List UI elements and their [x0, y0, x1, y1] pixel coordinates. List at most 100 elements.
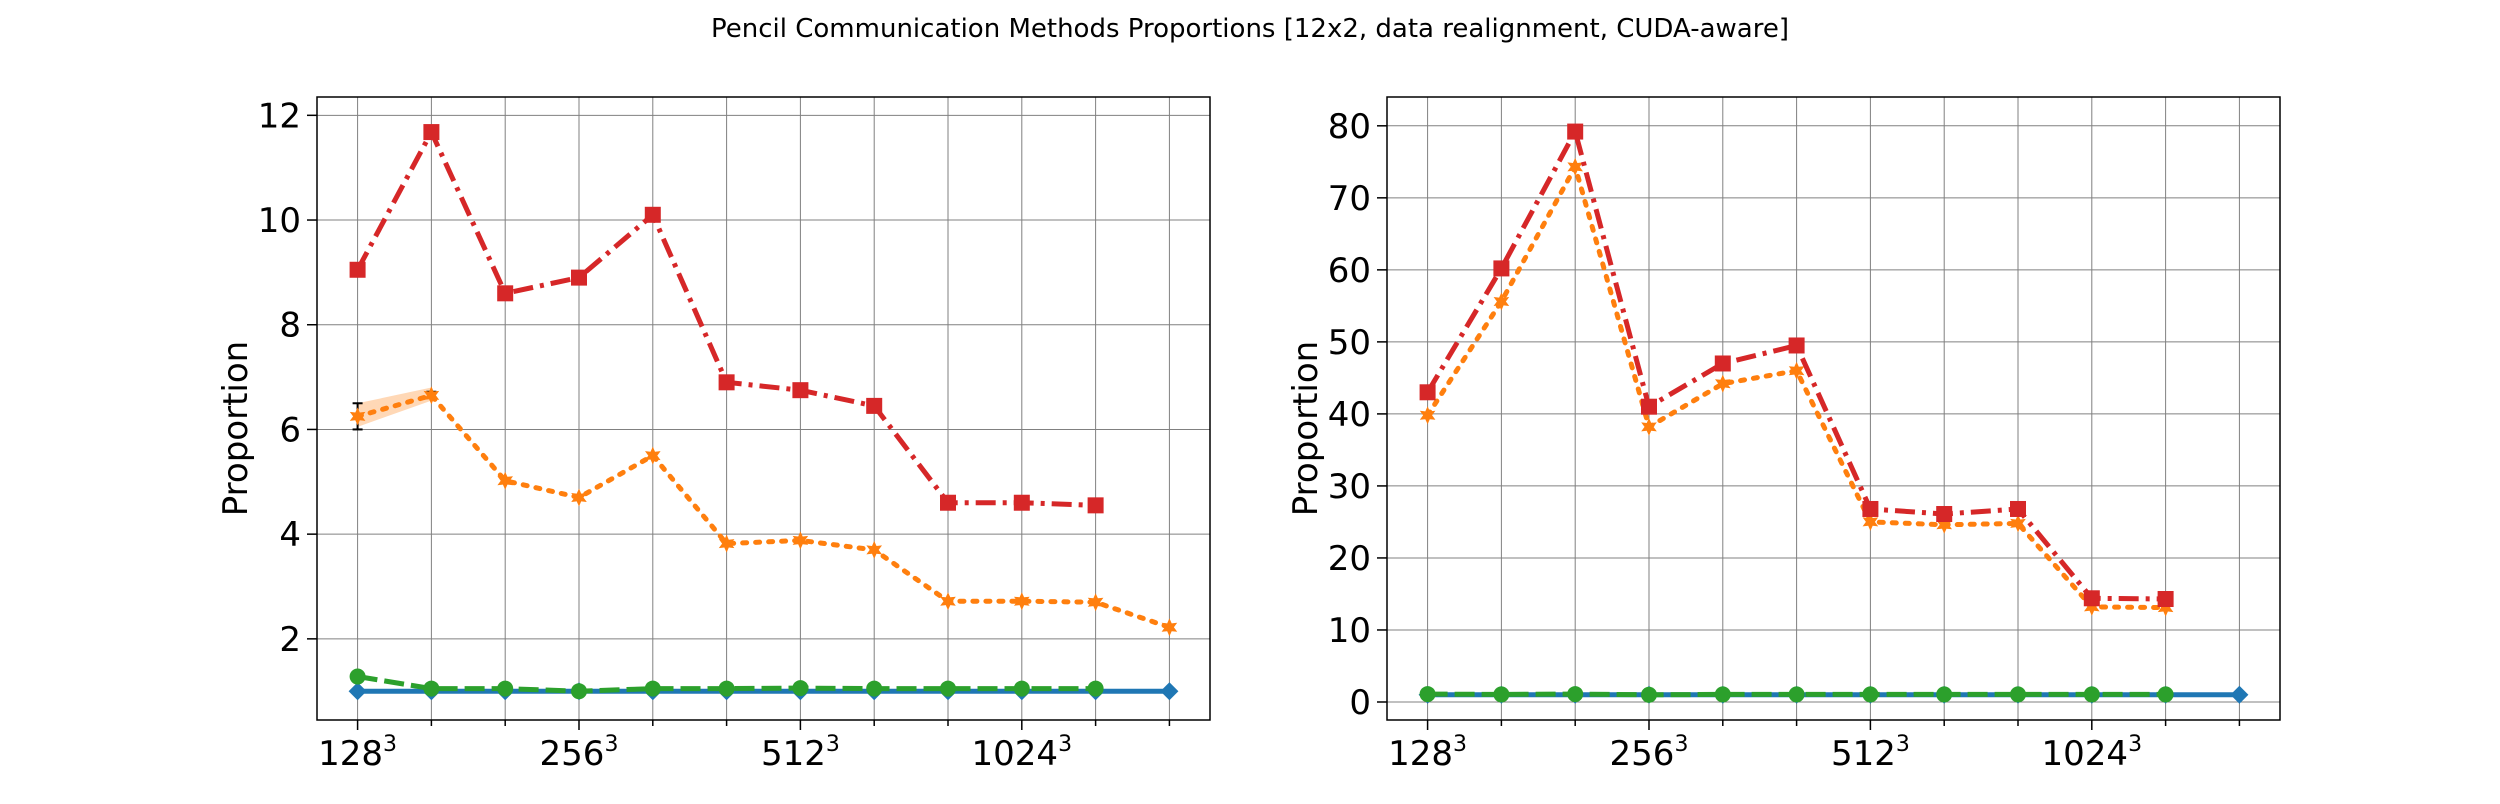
data-point — [497, 680, 514, 697]
data-point — [349, 407, 366, 426]
data-point — [792, 680, 809, 697]
y-tick-label: 10 — [1328, 611, 1371, 651]
data-point — [1936, 515, 1952, 534]
data-point — [1788, 361, 1805, 380]
data-point — [1087, 593, 1104, 612]
data-point — [2010, 500, 2027, 517]
x-tick-label: 10243 — [972, 732, 1073, 774]
data-point — [1161, 618, 1178, 637]
series-red — [1419, 123, 2174, 608]
y-tick-label: 60 — [1328, 251, 1371, 291]
y-tick-label: 40 — [1328, 395, 1371, 435]
data-point — [1936, 506, 1953, 523]
y-tick-label: 50 — [1328, 323, 1371, 363]
data-point — [1567, 686, 1584, 703]
series-red — [349, 124, 1104, 514]
data-point — [1493, 260, 1510, 277]
figure-title: Pencil Communication Methods Proportions… — [711, 14, 1789, 44]
data-point — [1862, 512, 1879, 531]
y-tick-label: 12 — [258, 96, 301, 136]
data-point — [1788, 337, 1805, 354]
data-point — [1493, 686, 1510, 703]
data-point — [348, 682, 367, 701]
data-point — [718, 374, 735, 391]
y-tick-label: 6 — [279, 410, 301, 450]
data-point — [1862, 500, 1879, 517]
data-point — [1567, 123, 1584, 140]
data-point — [940, 592, 956, 611]
data-point — [1087, 680, 1104, 697]
data-point — [718, 534, 735, 553]
data-point — [423, 124, 440, 141]
data-point — [1862, 686, 1879, 703]
data-point — [940, 494, 957, 511]
data-point — [1715, 374, 1731, 393]
series-green — [349, 668, 1104, 700]
data-point — [2083, 686, 2100, 703]
data-point — [2010, 686, 2027, 703]
series-blue — [348, 682, 1179, 701]
data-point — [571, 488, 587, 507]
data-point — [2084, 597, 2100, 616]
data-point — [866, 540, 882, 559]
series-line — [355, 392, 1172, 630]
y-tick-label: 10 — [258, 201, 301, 241]
data-point — [570, 683, 587, 700]
data-point — [1419, 406, 1436, 425]
chart-panel-2: 1283 2563 5123 10243 0 10 20 30 40 50 60 70 80 Propor… — [1286, 96, 2281, 774]
y-axis-label: Proportion — [216, 341, 256, 516]
data-point — [866, 397, 883, 414]
data-point — [1087, 497, 1104, 514]
data-point — [2157, 686, 2174, 703]
y-tick-label: 4 — [279, 515, 301, 555]
data-point — [644, 206, 661, 223]
data-point — [423, 680, 440, 697]
data-point — [1788, 686, 1805, 703]
data-point — [1419, 384, 1436, 401]
x-tick-label: 1283 — [1388, 732, 1467, 774]
data-point — [644, 680, 661, 697]
data-point — [1567, 157, 1583, 176]
plot-frame — [1386, 96, 2281, 721]
x-tick-label: 5123 — [761, 732, 840, 774]
data-point — [1641, 417, 1657, 436]
series-green — [1419, 686, 2174, 703]
x-tick-label: 5123 — [1831, 732, 1910, 774]
data-point — [2157, 598, 2174, 617]
data-point — [497, 285, 514, 302]
data-point — [1640, 686, 1657, 703]
chart-panel-1: 1283 2563 5123 10243 2 4 6 8 10 12 Proportion — [216, 96, 1211, 774]
data-point — [1419, 686, 1436, 703]
series-orange — [1419, 157, 2174, 617]
data-point — [1493, 292, 1510, 311]
y-tick-label: 2 — [279, 620, 301, 660]
data-point — [718, 680, 735, 697]
data-point — [792, 382, 809, 399]
data-point — [866, 680, 883, 697]
y-tick-label: 30 — [1328, 467, 1371, 507]
data-point — [2083, 590, 2100, 607]
data-point — [940, 680, 957, 697]
data-point — [2157, 591, 2174, 608]
data-point — [2010, 514, 2026, 533]
y-axis-label: Proportion — [1286, 341, 1326, 516]
x-tick-label: 10243 — [2042, 732, 2143, 774]
series-line — [1425, 129, 2166, 602]
data-point — [497, 471, 513, 490]
y-tick-label: 80 — [1328, 107, 1371, 147]
x-tick-label: 2563 — [1610, 732, 1689, 774]
data-point — [1936, 686, 1953, 703]
data-point — [2230, 685, 2249, 704]
data-point — [349, 261, 366, 278]
data-point — [1640, 398, 1657, 415]
series-orange — [349, 386, 1178, 637]
data-point — [1714, 686, 1731, 703]
data-point — [1160, 682, 1179, 701]
data-point — [1014, 592, 1030, 611]
data-point — [1714, 355, 1731, 372]
plot-frame — [316, 96, 1211, 721]
data-point — [1013, 680, 1030, 697]
y-tick-label: 0 — [1349, 683, 1371, 723]
